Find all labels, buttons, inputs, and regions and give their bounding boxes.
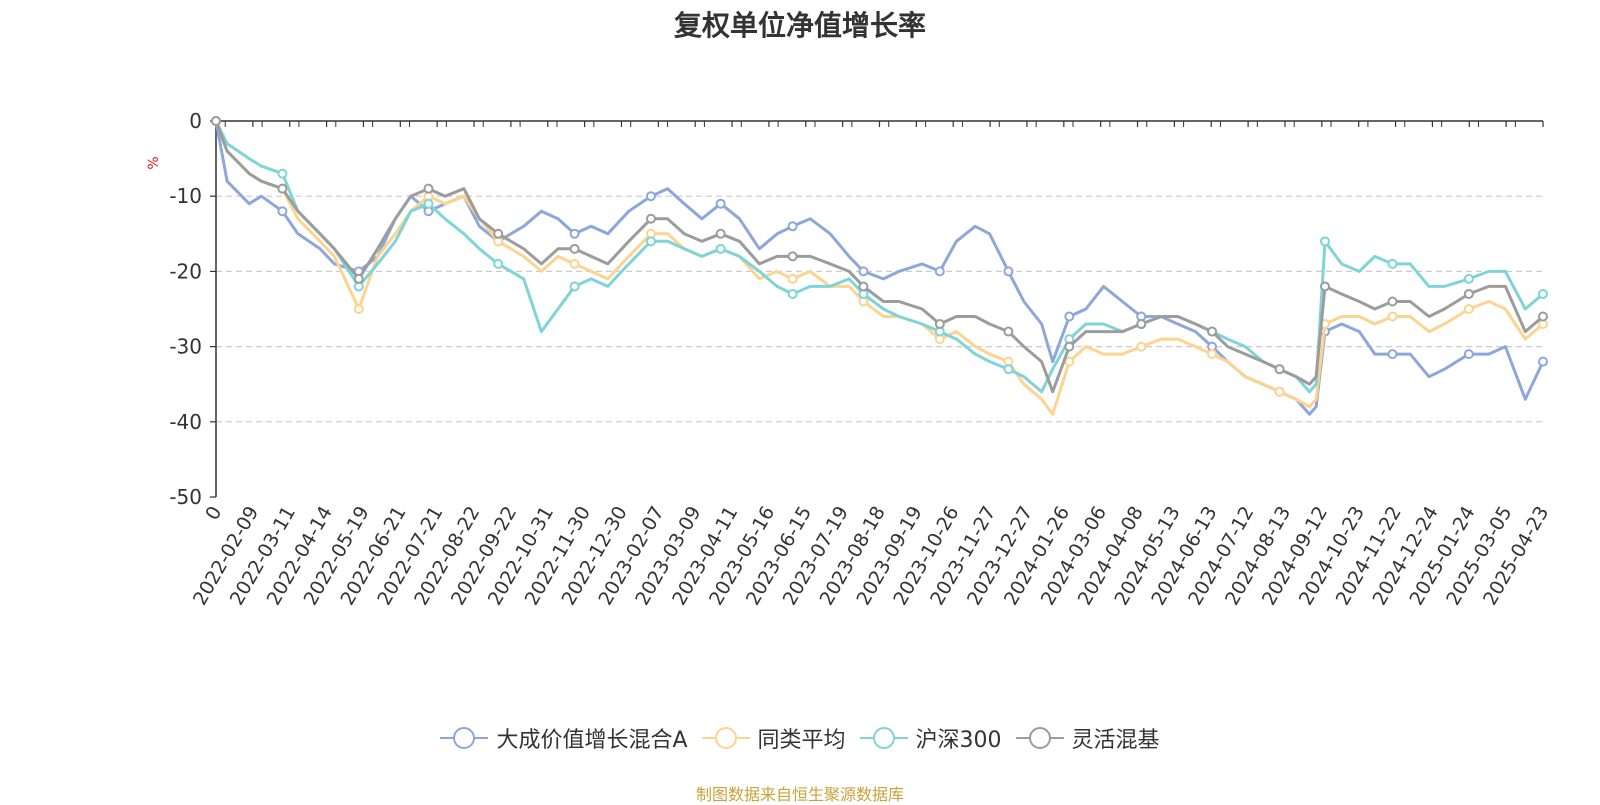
source-note: 制图数据来自恒生聚源数据库 xyxy=(695,785,904,804)
series-point xyxy=(645,236,656,247)
legend-label: 灵活混基 xyxy=(1071,728,1160,753)
grid-lines xyxy=(216,195,1543,423)
legend-swatch-icon xyxy=(859,727,908,749)
series-point xyxy=(1136,319,1147,330)
series-line-1 xyxy=(214,120,1544,416)
axis-labels: 0-10-20-30-40-50%02022-02-092022-03-1120… xyxy=(146,109,1553,609)
legend-label: 沪深300 xyxy=(915,728,1002,753)
axes xyxy=(210,120,1544,498)
legend: 大成价值增长混合A 同类平均 沪深300 灵活混基 xyxy=(0,722,1600,754)
series-point xyxy=(1387,258,1398,269)
series-point xyxy=(715,228,726,239)
series-point xyxy=(787,221,798,232)
series-point xyxy=(569,258,580,269)
series-line-0 xyxy=(214,120,1545,416)
series-point xyxy=(1207,349,1218,360)
series-point xyxy=(1387,349,1398,360)
series-point xyxy=(277,206,288,217)
series-point xyxy=(569,281,580,292)
y-tick-label: -40 xyxy=(169,410,202,434)
series-point xyxy=(1064,341,1075,352)
series-point xyxy=(1387,296,1398,307)
series-point xyxy=(1274,364,1285,375)
series-point xyxy=(277,168,288,179)
series-point xyxy=(787,273,798,284)
series-point xyxy=(1319,236,1330,247)
series-point xyxy=(1003,266,1014,277)
legend-swatch-icon xyxy=(440,727,489,749)
series-point xyxy=(934,266,945,277)
legend-label: 大成价值增长混合A xyxy=(496,728,688,753)
series-point xyxy=(1003,326,1014,337)
series-point xyxy=(1274,386,1285,397)
series-point xyxy=(1538,288,1548,299)
series-point xyxy=(858,281,869,292)
chart-title: 复权单位净值增长率 xyxy=(673,9,926,42)
series-point xyxy=(787,251,798,262)
legend-swatch-icon xyxy=(1015,727,1064,749)
y-tick-label: 0 xyxy=(189,109,202,133)
series-point xyxy=(934,319,945,330)
series-point xyxy=(1538,311,1548,322)
series-point xyxy=(353,273,364,284)
series-point xyxy=(715,198,726,209)
series-point xyxy=(569,243,580,254)
series-point xyxy=(423,198,434,209)
legend-item[interactable]: 大成价值增长混合A xyxy=(440,722,688,754)
series-point xyxy=(1463,304,1474,314)
series-point xyxy=(1064,356,1075,367)
y-axis-label: % xyxy=(146,156,162,169)
series-point xyxy=(1538,356,1548,367)
series-point xyxy=(1003,364,1014,375)
series-point xyxy=(1136,341,1147,352)
y-tick-label: -30 xyxy=(169,335,202,359)
legend-item[interactable]: 沪深300 xyxy=(859,722,1002,754)
series-point xyxy=(423,183,434,194)
series-point xyxy=(493,258,504,269)
y-tick-label: -10 xyxy=(169,184,202,208)
series-point xyxy=(1064,311,1075,322)
series-point xyxy=(277,183,288,194)
series-point xyxy=(1463,349,1474,360)
series-point xyxy=(1319,281,1330,292)
series-point xyxy=(493,228,504,239)
series-point xyxy=(1207,326,1218,337)
series-point xyxy=(1463,273,1474,284)
x-tick-label: 0 xyxy=(201,503,226,524)
legend-item[interactable]: 灵活混基 xyxy=(1015,722,1160,754)
series-line-2 xyxy=(214,120,1544,394)
legend-item[interactable]: 同类平均 xyxy=(701,722,846,754)
series-point xyxy=(353,304,364,314)
series-point xyxy=(715,243,726,254)
series-point xyxy=(569,228,580,239)
legend-label: 同类平均 xyxy=(757,728,846,753)
series-lines xyxy=(211,116,1548,416)
series-point xyxy=(1463,288,1474,299)
legend-swatch-icon xyxy=(701,727,750,749)
y-tick-label: -20 xyxy=(169,259,202,283)
series-point xyxy=(787,288,798,299)
series-point xyxy=(645,191,656,202)
series-point xyxy=(645,213,656,224)
series-point xyxy=(858,266,869,277)
y-tick-label: -50 xyxy=(169,485,202,509)
series-line-3 xyxy=(214,120,1544,394)
series-point xyxy=(211,116,221,126)
series-point xyxy=(1387,311,1398,322)
